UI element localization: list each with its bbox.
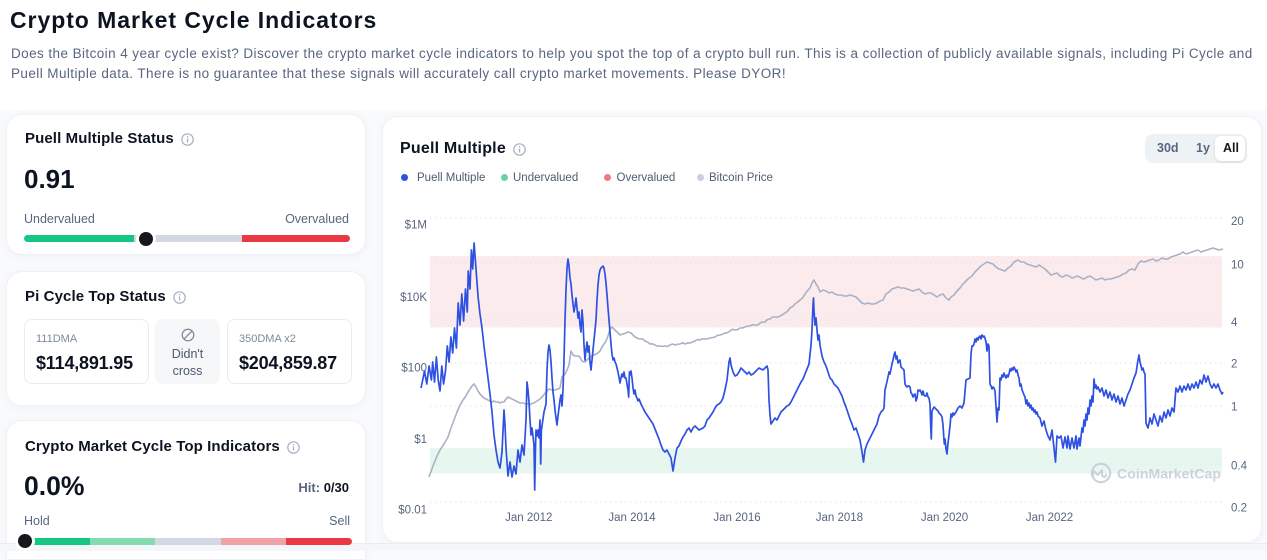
svg-text:Jan 2016: Jan 2016 (713, 512, 760, 524)
svg-text:$100: $100 (401, 362, 427, 374)
svg-text:10: 10 (1231, 259, 1244, 271)
svg-text:Jan 2014: Jan 2014 (608, 512, 656, 524)
svg-text:0.4: 0.4 (1231, 460, 1248, 472)
svg-text:Jan 2012: Jan 2012 (505, 512, 552, 524)
svg-text:Jan 2018: Jan 2018 (816, 512, 863, 524)
svg-text:CoinMarketCap: CoinMarketCap (1117, 466, 1221, 482)
svg-text:Jan 2020: Jan 2020 (921, 512, 968, 524)
svg-text:$0.01: $0.01 (398, 504, 427, 516)
svg-text:4: 4 (1231, 317, 1238, 329)
svg-text:0.2: 0.2 (1231, 502, 1247, 514)
svg-text:Jan 2022: Jan 2022 (1026, 512, 1073, 524)
svg-text:$1M: $1M (405, 219, 427, 231)
svg-text:$1: $1 (414, 434, 427, 446)
svg-text:1: 1 (1231, 401, 1237, 413)
svg-text:$10K: $10K (400, 292, 427, 304)
svg-text:20: 20 (1231, 216, 1244, 228)
svg-text:2: 2 (1231, 358, 1237, 370)
